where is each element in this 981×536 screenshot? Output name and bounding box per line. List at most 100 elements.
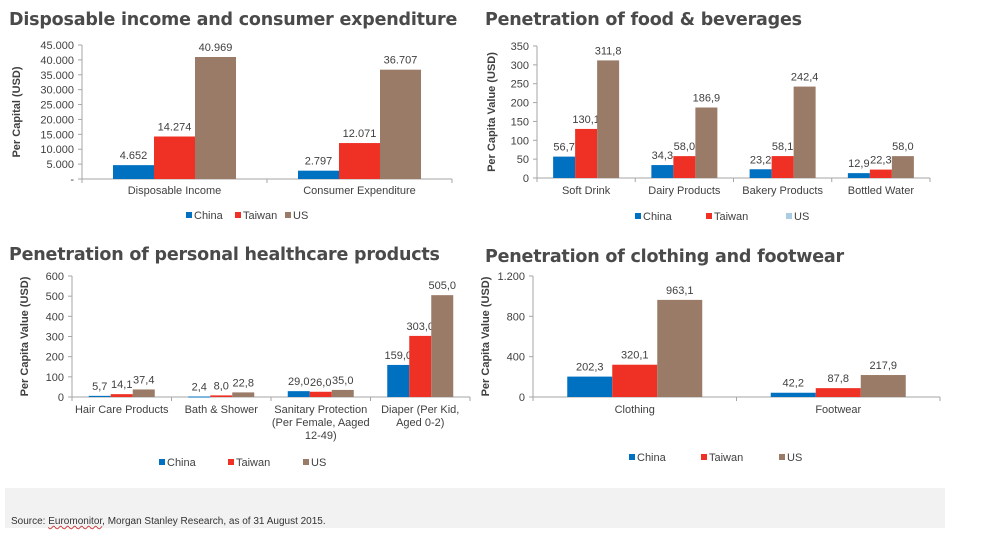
y-tick-label: 400 (46, 311, 64, 323)
bar-taiwan (869, 169, 892, 178)
bar-us (860, 375, 906, 397)
legend-swatch-taiwan (228, 459, 234, 465)
bar-taiwan (309, 391, 332, 397)
data-label: 242,4 (791, 72, 819, 84)
legend-swatch-us (786, 213, 792, 219)
y-tick-label: 0 (523, 173, 529, 185)
bar-taiwan (673, 156, 696, 178)
data-label: 159,0 (384, 350, 412, 362)
legend-label-us: US (787, 452, 802, 464)
y-tick-label: 40.000 (40, 55, 74, 67)
y-tick-label: 20.000 (40, 114, 74, 126)
y-tick-label: 500 (46, 291, 64, 303)
x-tick-label: Diaper (Per Kid, (381, 404, 459, 416)
bar-us (597, 60, 620, 178)
legend-label-china: China (643, 211, 673, 223)
data-label: 12,9 (848, 158, 869, 170)
chart-1: 0 50 100 150 200 250 300 350 Per Capita Value (U… (486, 41, 931, 223)
legend-label-taiwan: Taiwan (236, 457, 270, 469)
bar-us (793, 86, 816, 178)
source-rest: , Morgan Stanley Research, as of 31 Augu… (102, 516, 326, 527)
data-label: 505,0 (428, 280, 456, 292)
y-tick-label: 0 (58, 392, 64, 404)
x-tick-label: Dairy Products (648, 185, 721, 197)
x-tick-label: Aged 0-2) (396, 417, 444, 429)
data-label: 26,0 (310, 377, 331, 389)
data-label: 35,0 (332, 375, 353, 387)
bar-us (891, 156, 914, 178)
bar-us (195, 57, 236, 180)
data-label: 2.797 (305, 156, 333, 168)
x-tick-label: Bottled Water (848, 185, 915, 197)
y-tick-label: 100 (46, 372, 64, 384)
y-tick-label: 35.000 (40, 70, 74, 82)
legend-label-us: US (311, 457, 326, 469)
source-footer: Source: Euromonitor, Morgan Stanley Rese… (5, 488, 945, 528)
legend-swatch-us (303, 459, 309, 465)
data-label: 2,4 (192, 382, 207, 394)
data-label: 4.652 (120, 150, 148, 162)
legend-swatch-us (779, 454, 785, 460)
y-tick-label: 100 (511, 135, 529, 147)
bar-china (188, 396, 211, 398)
bar-taiwan (575, 128, 598, 178)
legend-label-taiwan: Taiwan (709, 452, 743, 464)
y-tick-label: 350 (511, 41, 529, 53)
x-tick-label: Soft Drink (562, 185, 611, 197)
bar-china (651, 165, 674, 178)
data-label: 14.274 (158, 121, 192, 133)
data-label: 40.969 (199, 42, 233, 54)
data-label: 963,1 (666, 285, 694, 297)
data-label: 56,7 (553, 142, 574, 154)
legend-label-china: China (637, 452, 667, 464)
y-axis-title: Per Capita Value (USD) (486, 52, 498, 172)
data-label: 320,1 (621, 350, 649, 362)
bar-taiwan (339, 143, 380, 179)
y-tick-label: 600 (46, 271, 64, 283)
x-tick-label: Hair Care Products (75, 404, 169, 416)
bar-china (88, 395, 111, 397)
data-label: 22,3 (870, 155, 891, 167)
data-label: 130,1 (572, 114, 600, 126)
y-tick-label: 400 (507, 352, 525, 364)
bar-taiwan (110, 394, 133, 397)
data-label: 217,9 (869, 360, 897, 372)
bar-us (132, 389, 155, 397)
data-label: 29,0 (288, 376, 309, 388)
bar-taiwan (409, 335, 432, 397)
data-label: 58,0 (892, 141, 913, 153)
legend-label-taiwan: Taiwan (714, 211, 748, 223)
bar-china (770, 392, 816, 397)
bar-us (380, 69, 421, 179)
legend-swatch-taiwan (706, 213, 712, 219)
data-label: 34,3 (652, 150, 673, 162)
x-tick-label: Clothing (615, 404, 655, 416)
legend-swatch-china (629, 454, 635, 460)
chart-title-clothing: Penetration of clothing and footwear (485, 247, 844, 267)
y-axis-title: Per Capita Value (USD) (19, 276, 31, 396)
data-label: 14,1 (111, 379, 132, 391)
y-tick-label: 0 (519, 392, 525, 404)
bar-us (431, 295, 454, 397)
data-label: 37,4 (133, 374, 154, 386)
source-prefix: Source: (11, 516, 49, 527)
y-tick-label: 300 (511, 60, 529, 72)
y-axis-title: Per Capita Value (USD) (480, 276, 492, 396)
data-label: 5,7 (92, 381, 107, 393)
y-tick-label: 150 (511, 116, 529, 128)
bar-china (287, 391, 310, 397)
bar-taiwan (815, 388, 861, 397)
y-tick-label: 250 (511, 79, 529, 91)
y-tick-label: 25.000 (40, 100, 74, 112)
data-label: 186,9 (693, 93, 721, 105)
x-tick-label: Consumer Expenditure (303, 185, 416, 197)
x-tick-label: 12-49) (305, 430, 337, 442)
legend-label-china: China (167, 457, 197, 469)
data-label: 36.707 (384, 55, 418, 67)
chart-0: - 5.000 10.000 15.000 20.000 25.000 30.000 35.0… (11, 40, 453, 222)
data-label: 12.071 (343, 128, 377, 140)
data-label: 311,8 (595, 45, 622, 57)
x-tick-label: Bath & Shower (185, 404, 259, 416)
bar-taiwan (154, 136, 195, 179)
